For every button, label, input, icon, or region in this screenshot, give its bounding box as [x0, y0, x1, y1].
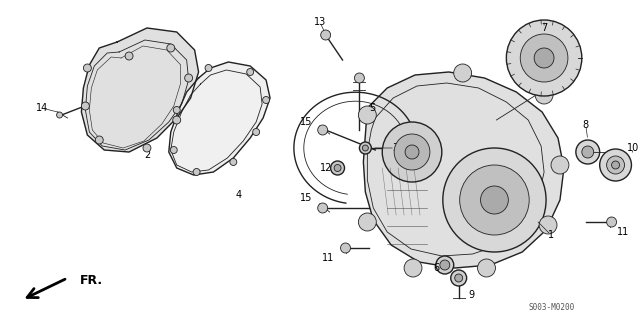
Circle shape [534, 48, 554, 68]
Text: 7: 7 [541, 23, 547, 33]
Circle shape [321, 30, 331, 40]
Polygon shape [364, 72, 564, 268]
Text: S003-M0200: S003-M0200 [529, 303, 575, 313]
Circle shape [193, 168, 200, 175]
Circle shape [394, 134, 430, 170]
Circle shape [607, 217, 616, 227]
Text: 11: 11 [321, 253, 334, 263]
Circle shape [551, 156, 569, 174]
Circle shape [481, 186, 508, 214]
Circle shape [331, 161, 344, 175]
Text: 2: 2 [144, 150, 150, 160]
Circle shape [451, 270, 467, 286]
Circle shape [56, 112, 63, 118]
Circle shape [205, 64, 212, 71]
Circle shape [358, 106, 376, 124]
Circle shape [535, 86, 553, 104]
Circle shape [125, 52, 133, 60]
Text: 15: 15 [300, 117, 312, 127]
Circle shape [81, 102, 90, 110]
Circle shape [360, 142, 371, 154]
Circle shape [95, 136, 103, 144]
Circle shape [247, 69, 253, 76]
Circle shape [173, 116, 180, 124]
Circle shape [170, 146, 177, 153]
Circle shape [334, 165, 341, 172]
Text: 14: 14 [36, 103, 48, 113]
Circle shape [405, 145, 419, 159]
Polygon shape [169, 62, 270, 175]
Circle shape [185, 74, 193, 82]
Circle shape [355, 73, 364, 83]
Text: 9: 9 [468, 290, 475, 300]
Circle shape [612, 161, 620, 169]
Text: 15: 15 [300, 193, 312, 203]
Circle shape [582, 146, 594, 158]
Circle shape [253, 129, 260, 136]
Text: 10: 10 [627, 143, 639, 153]
Circle shape [382, 122, 442, 182]
Circle shape [539, 216, 557, 234]
Circle shape [404, 259, 422, 277]
Circle shape [440, 260, 450, 270]
Circle shape [143, 144, 151, 152]
Text: 11: 11 [618, 227, 630, 237]
Circle shape [173, 107, 180, 114]
Polygon shape [81, 28, 198, 152]
Circle shape [455, 274, 463, 282]
Circle shape [506, 20, 582, 96]
Circle shape [362, 145, 369, 151]
Circle shape [340, 243, 351, 253]
Circle shape [262, 97, 269, 103]
Circle shape [454, 64, 472, 82]
Text: 3: 3 [392, 143, 398, 153]
Circle shape [230, 159, 237, 166]
Circle shape [358, 213, 376, 231]
Circle shape [576, 140, 600, 164]
Circle shape [167, 44, 175, 52]
Text: 12: 12 [319, 163, 332, 173]
Text: 5: 5 [369, 103, 376, 113]
Text: 13: 13 [314, 17, 326, 27]
Circle shape [317, 125, 328, 135]
Text: FR.: FR. [80, 275, 103, 287]
Circle shape [460, 165, 529, 235]
Text: 6: 6 [434, 263, 440, 273]
Text: 8: 8 [582, 120, 589, 130]
Circle shape [520, 34, 568, 82]
Text: 4: 4 [236, 190, 241, 200]
Circle shape [477, 259, 495, 277]
Circle shape [317, 203, 328, 213]
Circle shape [600, 149, 632, 181]
Circle shape [607, 156, 625, 174]
Circle shape [436, 256, 454, 274]
Text: 1: 1 [548, 230, 554, 240]
Circle shape [83, 64, 92, 72]
Circle shape [443, 148, 546, 252]
